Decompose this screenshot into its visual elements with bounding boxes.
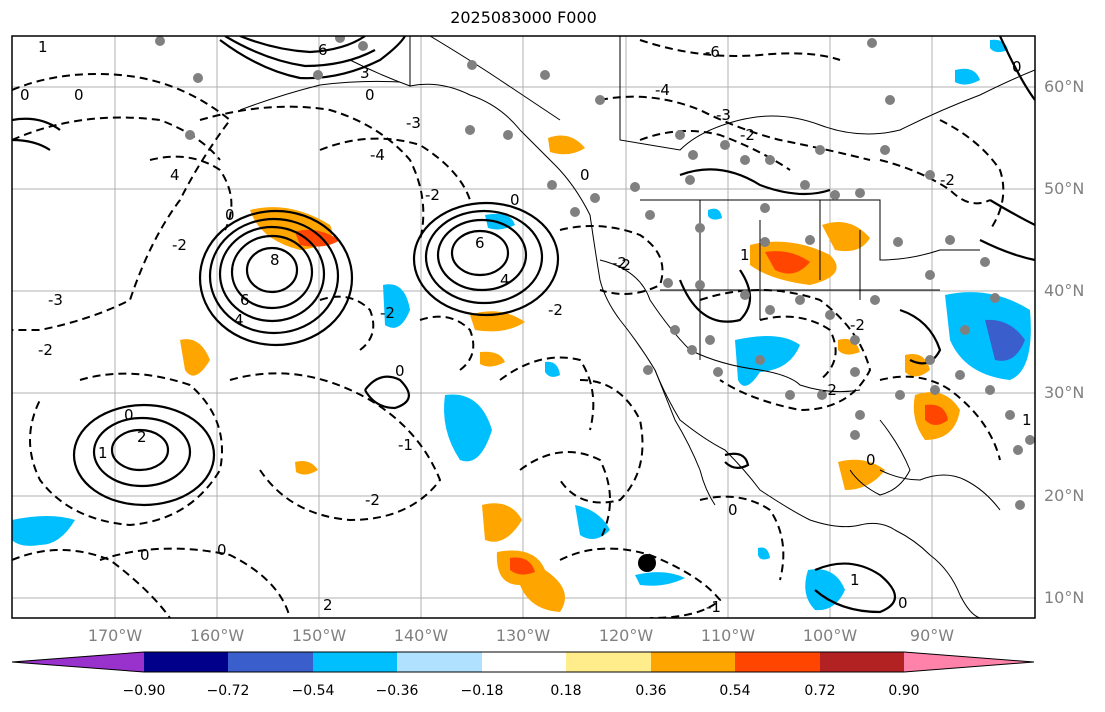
contour-label: -1 — [398, 436, 413, 454]
contour-label: 0 — [510, 191, 520, 209]
contour-label: -2 — [822, 381, 837, 399]
colorbar-tick-label: 0.90 — [888, 683, 920, 699]
colorbar-segment — [820, 652, 904, 672]
colorbar-segment — [566, 652, 651, 672]
lon-label: 100°W — [802, 626, 858, 645]
lat-label: 20°N — [1044, 486, 1085, 505]
colorbar-tick-label: 0.54 — [719, 683, 751, 699]
lat-label: 30°N — [1044, 383, 1085, 402]
lon-label: 120°W — [598, 626, 654, 645]
lon-label: 140°W — [393, 626, 449, 645]
contour-label: 1 — [38, 38, 48, 56]
contour-label: -2 — [616, 256, 631, 274]
contour-label: -2 — [612, 254, 627, 272]
contour-label: -4 — [655, 81, 670, 99]
shading-positive — [180, 135, 960, 612]
contour-label: 0 — [74, 86, 84, 104]
contour-labels: 6 3 0 -3 -6 -4 -3 -2 0 -2 -4 -2 0 6 4 8 … — [20, 38, 1032, 616]
colorbar-segment — [397, 652, 482, 672]
colorbar-tick-label: −0.90 — [122, 683, 166, 699]
contour-label: 6 — [475, 234, 485, 252]
lon-label: 170°W — [87, 626, 143, 645]
colorbar-tick-label: −0.18 — [460, 683, 504, 699]
contour-label: -4 — [370, 146, 385, 164]
lon-label: 150°W — [291, 626, 347, 645]
contour-label: 0 — [1012, 58, 1022, 76]
contour-label: -2 — [548, 301, 563, 319]
contour-label: 4 — [234, 311, 244, 329]
lat-label: 60°N — [1044, 77, 1085, 96]
contour-label: 3 — [360, 64, 370, 82]
station-markers — [155, 36, 1035, 510]
contour-label: -2 — [940, 171, 955, 189]
contour-label: -2 — [365, 491, 380, 509]
contour-label: 0 — [365, 86, 375, 104]
contours-positive — [12, 36, 1035, 614]
colorbar-segment — [482, 652, 566, 672]
lon-label: 110°W — [700, 626, 756, 645]
contour-label: -2 — [380, 304, 395, 322]
contour-label: -6 — [705, 43, 720, 61]
contour-label: -2 — [38, 341, 53, 359]
colorbar-tick-label: −0.36 — [375, 683, 419, 699]
colorbar-tick-label: 0.36 — [635, 683, 667, 699]
contour-label: 0 — [395, 362, 405, 380]
contour-label: 2 — [323, 596, 333, 614]
lat-label: 50°N — [1044, 179, 1085, 198]
contour-label: 1 — [740, 246, 750, 264]
contour-label: -2 — [850, 316, 865, 334]
shading-negative — [12, 39, 1031, 611]
contour-label: 1 — [850, 571, 860, 589]
contour-label: -3 — [48, 291, 63, 309]
colorbar-segment — [735, 652, 820, 672]
colorbar-extend-low — [12, 652, 144, 672]
colorbar-segment — [651, 652, 735, 672]
colorbar-segment — [228, 652, 313, 672]
colorbar-tick-label: 0.72 — [804, 683, 836, 699]
contour-label: 0 — [225, 206, 235, 224]
map-frame — [11, 35, 1036, 619]
contour-label: 1 — [98, 444, 108, 462]
contour-label: 0 — [728, 501, 738, 519]
contour-label: 8 — [270, 251, 280, 269]
contour-label: -1 — [706, 598, 721, 616]
lon-label: 130°W — [495, 626, 551, 645]
contour-label: 6 — [318, 41, 328, 59]
coastlines — [239, 36, 1035, 618]
contour-label: -2 — [740, 126, 755, 144]
contour-label: 4 — [500, 271, 510, 289]
contour-label: 0 — [580, 166, 590, 184]
colorbar-tick-label: −0.72 — [206, 683, 250, 699]
colorbar-tick-label: −0.54 — [291, 683, 335, 699]
colorbar-extend-high — [904, 652, 1034, 672]
contour-label: 2 — [137, 428, 147, 446]
contour-label: 0 — [20, 86, 30, 104]
map-title: 2025083000 F000 — [450, 8, 597, 27]
colorbar-segment — [313, 652, 397, 672]
colorbar-tick-label: 0.18 — [550, 683, 582, 699]
highlight-marker — [638, 554, 656, 572]
lat-label: 10°N — [1044, 588, 1085, 607]
lat-label: 40°N — [1044, 281, 1085, 300]
contour-label: 0 — [866, 451, 876, 469]
contour-label: 0 — [124, 406, 134, 424]
contour-label: 1 — [1022, 411, 1032, 429]
contours-negative — [12, 39, 1005, 618]
contour-label: 0 — [898, 594, 908, 612]
contour-label: 0 — [217, 541, 227, 559]
contour-label: 0 — [140, 546, 150, 564]
colorbar-segment — [144, 652, 228, 672]
contour-label: -2 — [425, 186, 440, 204]
contour-label: 4 — [170, 166, 180, 184]
contour-label: -3 — [406, 114, 421, 132]
lon-label: 90°W — [909, 626, 955, 645]
contour-label: 6 — [240, 291, 250, 309]
contour-label: -2 — [172, 236, 187, 254]
contour-label: -3 — [716, 106, 731, 124]
colorbar — [11, 651, 1035, 673]
lon-label: 160°W — [189, 626, 245, 645]
